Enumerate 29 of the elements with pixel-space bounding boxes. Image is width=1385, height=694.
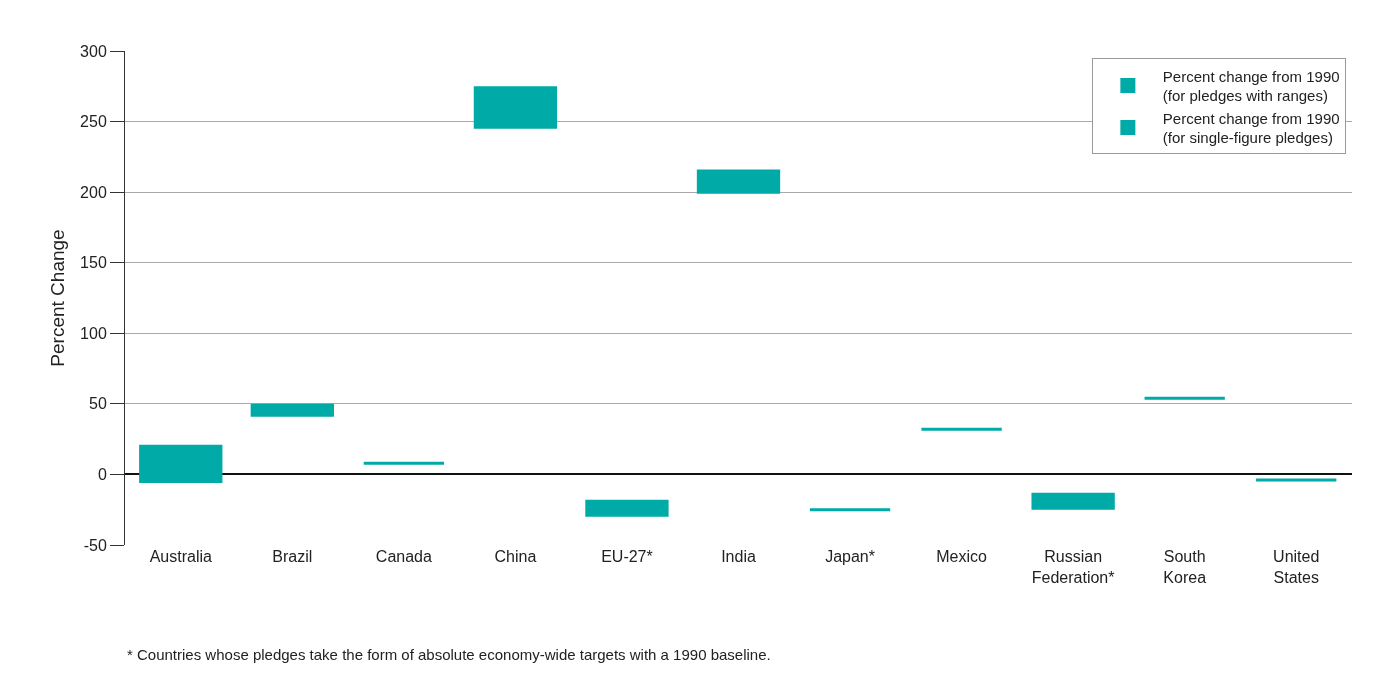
x-tick-label: Mexico xyxy=(936,548,988,565)
bar xyxy=(696,169,781,194)
bar xyxy=(139,444,223,483)
bar xyxy=(473,86,558,129)
x-tick-label: Australia xyxy=(149,548,212,565)
y-tick-label: 50 xyxy=(89,395,107,413)
x-tick-label: Russian Federation* xyxy=(1031,548,1115,586)
x-tick-label: India xyxy=(721,548,756,565)
y-tick-label: 250 xyxy=(80,113,107,131)
x-tick-label: Canada xyxy=(375,548,432,565)
legend-label: Percent change from 1990 (for pledges with ranges) xyxy=(1162,67,1340,105)
bar xyxy=(1031,492,1115,510)
y-axis-title: Percent Change xyxy=(46,229,68,367)
y-tick-label: 200 xyxy=(80,183,107,201)
x-tick-label: Brazil xyxy=(272,548,313,565)
bar xyxy=(250,403,334,417)
y-tick-label: 0 xyxy=(97,466,107,484)
x-tick-label: United States xyxy=(1273,548,1320,586)
x-tick-label: EU-27* xyxy=(601,548,653,565)
y-tick-label: -50 xyxy=(83,536,107,554)
y-tick-label: 300 xyxy=(80,42,107,60)
legend-label: Percent change from 1990 (for single-figure pledges) xyxy=(1162,109,1340,147)
text: * Countries whose pledges take the form of absolute economy-wide targets with a 1990 baseline. xyxy=(127,646,771,663)
x-tick-label: Japan* xyxy=(825,548,875,565)
x-tick-label: South Korea xyxy=(1163,548,1207,586)
bar xyxy=(585,499,669,517)
x-tick-label: China xyxy=(494,548,537,565)
y-tick-label: 150 xyxy=(80,254,107,272)
y-tick-label: 100 xyxy=(80,324,107,342)
